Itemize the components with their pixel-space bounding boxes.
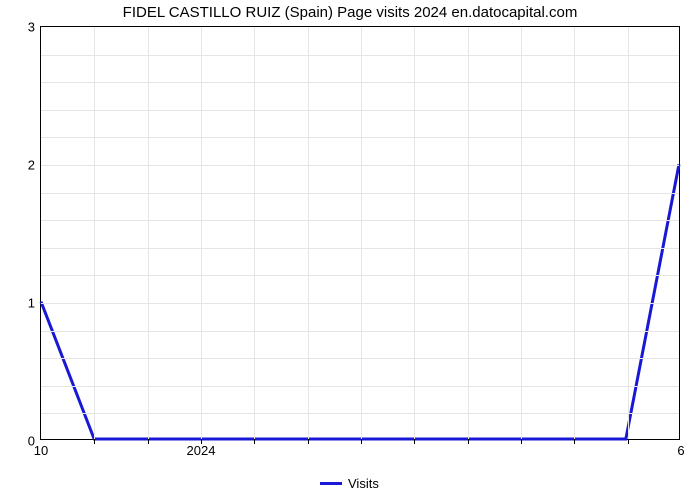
gridline-vertical bbox=[201, 27, 202, 439]
gridline-vertical bbox=[94, 27, 95, 439]
gridline-vertical bbox=[574, 27, 575, 439]
data-line bbox=[41, 27, 679, 439]
gridline-horizontal bbox=[41, 110, 679, 111]
y-tick-label: 2 bbox=[28, 158, 35, 173]
gridline-vertical bbox=[148, 27, 149, 439]
x-center-label: 2024 bbox=[187, 443, 216, 458]
gridline-vertical bbox=[628, 27, 629, 439]
gridline-horizontal bbox=[41, 303, 679, 304]
gridline-horizontal bbox=[41, 137, 679, 138]
gridline-horizontal bbox=[41, 386, 679, 387]
gridline-vertical bbox=[521, 27, 522, 439]
x-tick-mark bbox=[361, 439, 362, 444]
x-tick-mark bbox=[148, 439, 149, 444]
chart-title: FIDEL CASTILLO RUIZ (Spain) Page visits … bbox=[0, 4, 700, 21]
legend: Visits bbox=[320, 476, 379, 491]
gridline-horizontal bbox=[41, 331, 679, 332]
x-tick-mark bbox=[574, 439, 575, 444]
gridline-horizontal bbox=[41, 165, 679, 166]
x-right-label: 6 bbox=[677, 443, 684, 458]
gridline-vertical bbox=[308, 27, 309, 439]
x-tick-mark bbox=[521, 439, 522, 444]
legend-label: Visits bbox=[348, 476, 379, 491]
gridline-vertical bbox=[468, 27, 469, 439]
gridline-horizontal bbox=[41, 220, 679, 221]
gridline-horizontal bbox=[41, 193, 679, 194]
gridline-vertical bbox=[254, 27, 255, 439]
gridline-horizontal bbox=[41, 248, 679, 249]
legend-swatch bbox=[320, 482, 342, 485]
y-tick-label: 1 bbox=[28, 296, 35, 311]
plot-area: 01231020246 bbox=[40, 26, 680, 440]
y-tick-label: 3 bbox=[28, 20, 35, 35]
x-tick-mark bbox=[308, 439, 309, 444]
gridline-horizontal bbox=[41, 275, 679, 276]
x-tick-mark bbox=[254, 439, 255, 444]
x-tick-mark bbox=[414, 439, 415, 444]
gridline-horizontal bbox=[41, 82, 679, 83]
x-tick-mark bbox=[468, 439, 469, 444]
gridline-horizontal bbox=[41, 358, 679, 359]
chart-container: FIDEL CASTILLO RUIZ (Spain) Page visits … bbox=[0, 0, 700, 500]
gridline-horizontal bbox=[41, 55, 679, 56]
gridline-vertical bbox=[361, 27, 362, 439]
gridline-vertical bbox=[414, 27, 415, 439]
x-tick-mark bbox=[628, 439, 629, 444]
x-left-label: 10 bbox=[34, 443, 48, 458]
gridline-horizontal bbox=[41, 413, 679, 414]
x-tick-mark bbox=[94, 439, 95, 444]
